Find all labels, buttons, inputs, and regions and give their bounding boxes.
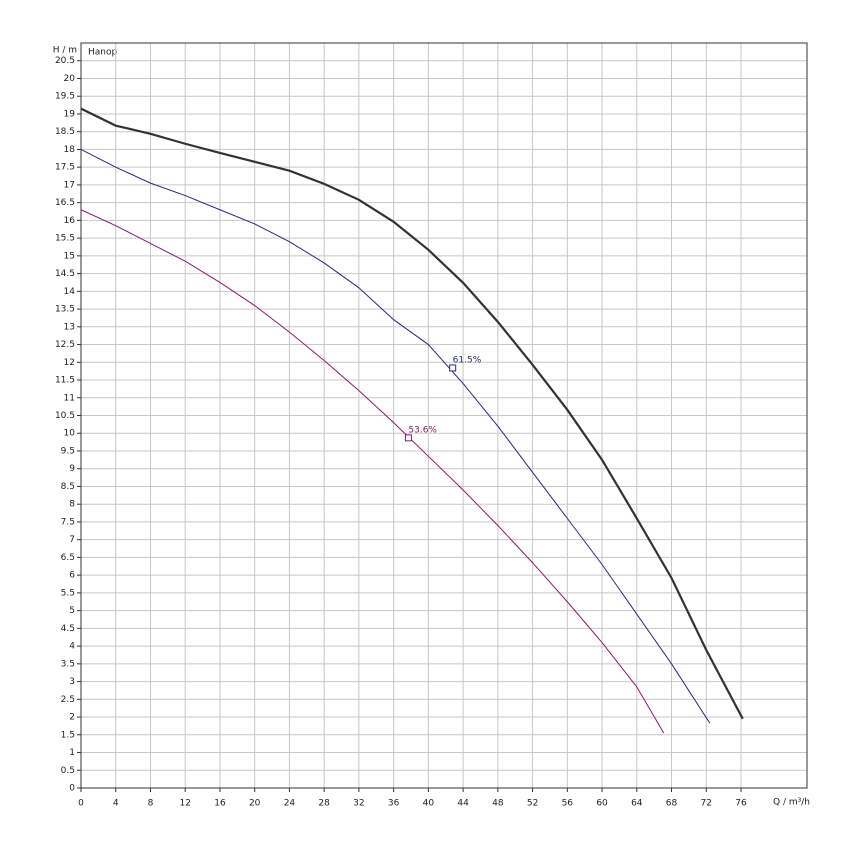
y-tick-label: 0 (69, 784, 75, 794)
x-tick-label: 24 (284, 799, 296, 809)
y-tick-label: 3.5 (61, 659, 75, 669)
y-tick-label: 12.5 (55, 340, 75, 350)
x-tick-label: 40 (423, 799, 435, 809)
y-tick-label: 8 (69, 500, 75, 510)
y-tick-label: 5 (69, 606, 75, 616)
curve (80, 148, 711, 724)
plot-frame (80, 42, 808, 789)
operating-point (449, 364, 457, 372)
y-tick-label: 10.5 (55, 411, 75, 421)
y-tick-label: 11.5 (55, 376, 75, 386)
operating-point (404, 434, 412, 442)
x-tick-label: 60 (596, 799, 608, 809)
y-tick-label: 20.5 (55, 56, 75, 66)
x-tick-label: 72 (701, 799, 712, 809)
y-tick-label: 6.5 (61, 553, 75, 563)
y-tick-label: 1 (69, 748, 75, 758)
y-tick-label: 3 (69, 677, 75, 687)
point-label: 53.6% (408, 425, 437, 435)
x-tick-label: 48 (492, 799, 504, 809)
y-tick-label: 17 (64, 180, 75, 190)
x-tick-label: 64 (631, 799, 643, 809)
curve (80, 107, 744, 720)
y-tick-label: 9 (69, 464, 75, 474)
y-tick-label: 5.5 (61, 588, 75, 598)
y-tick-label: 4 (69, 642, 75, 652)
y-tick-label: 2 (69, 713, 75, 723)
y-tick-label: 1.5 (61, 730, 75, 740)
x-tick-label: 20 (249, 799, 261, 809)
y-tick-label: 18 (64, 145, 76, 155)
y-tick-label: 13 (64, 322, 75, 332)
y-tick-label: 12 (64, 358, 75, 368)
chart-title: Hanop (88, 48, 117, 58)
y-tick-label: 9.5 (61, 446, 75, 456)
x-tick-label: 12 (179, 799, 190, 809)
y-tick-label: 19.5 (55, 92, 75, 102)
y-tick-label: 17.5 (55, 163, 75, 173)
x-tick-label: 0 (78, 799, 84, 809)
x-tick-label: 56 (562, 799, 574, 809)
curve (80, 209, 665, 734)
x-tick-label: 32 (353, 799, 364, 809)
y-tick-label: 6 (69, 571, 75, 581)
y-tick-label: 7 (69, 535, 75, 545)
point-label: 61.5% (453, 355, 482, 365)
y-tick-label: 13.5 (55, 305, 75, 315)
x-tick-label: 76 (735, 799, 747, 809)
y-tick-label: 15.5 (55, 234, 75, 244)
y-tick-label: 16 (64, 216, 76, 226)
y-tick-label: 4.5 (61, 624, 75, 634)
y-axis-label: H / m (53, 46, 77, 56)
y-tick-label: 10 (64, 429, 76, 439)
x-tick-label: 16 (214, 799, 226, 809)
x-tick-label: 44 (457, 799, 469, 809)
x-tick-label: 4 (113, 799, 119, 809)
x-tick-label: 28 (318, 799, 330, 809)
y-tick-label: 16.5 (55, 198, 75, 208)
y-tick-label: 18.5 (55, 127, 75, 137)
x-tick-label: 52 (527, 799, 538, 809)
y-tick-label: 15 (64, 251, 75, 261)
x-axis-label: Q / m³/h (773, 798, 810, 808)
x-tick-label: 8 (148, 799, 154, 809)
y-tick-label: 20 (64, 74, 76, 84)
x-tick-label: 68 (666, 799, 678, 809)
y-tick-label: 14 (64, 287, 76, 297)
y-tick-label: 14.5 (55, 269, 75, 279)
y-tick-label: 8.5 (61, 482, 75, 492)
y-tick-label: 7.5 (61, 517, 75, 527)
x-tick-label: 36 (388, 799, 400, 809)
y-tick-label: 2.5 (61, 695, 75, 705)
y-tick-label: 0.5 (61, 766, 75, 776)
y-tick-label: 19 (64, 109, 76, 119)
y-tick-label: 11 (64, 393, 75, 403)
